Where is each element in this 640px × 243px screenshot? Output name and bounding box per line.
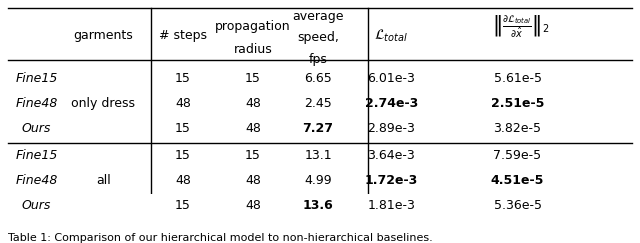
Text: 48: 48: [245, 199, 261, 212]
Text: 15: 15: [245, 149, 261, 162]
Text: 48: 48: [245, 97, 261, 110]
Text: 7.59e-5: 7.59e-5: [493, 149, 541, 162]
Text: 48: 48: [245, 174, 261, 187]
Text: 15: 15: [175, 72, 191, 85]
Text: speed,: speed,: [297, 31, 339, 44]
Text: Fine48: Fine48: [15, 97, 58, 110]
Text: 15: 15: [175, 199, 191, 212]
Text: average: average: [292, 10, 344, 23]
Text: 5.61e-5: 5.61e-5: [493, 72, 541, 85]
Text: 48: 48: [245, 122, 261, 135]
Text: 13.1: 13.1: [304, 149, 332, 162]
Text: 1.81e-3: 1.81e-3: [367, 199, 415, 212]
Text: Fine48: Fine48: [15, 174, 58, 187]
Text: Fine15: Fine15: [15, 149, 58, 162]
Text: 13.6: 13.6: [303, 199, 333, 212]
Text: 15: 15: [175, 149, 191, 162]
Text: all: all: [96, 174, 111, 187]
Text: 2.45: 2.45: [304, 97, 332, 110]
Text: Table 1: Comparison of our hierarchical model to non-hierarchical baselines.: Table 1: Comparison of our hierarchical …: [8, 233, 433, 243]
Text: 3.82e-5: 3.82e-5: [493, 122, 541, 135]
Text: $\mathcal{L}_{total}$: $\mathcal{L}_{total}$: [374, 28, 408, 44]
Text: 2.89e-3: 2.89e-3: [367, 122, 415, 135]
Text: 6.01e-3: 6.01e-3: [367, 72, 415, 85]
Text: 7.27: 7.27: [303, 122, 333, 135]
Text: Fine15: Fine15: [15, 72, 58, 85]
Text: radius: radius: [234, 43, 273, 56]
Text: 5.36e-5: 5.36e-5: [493, 199, 541, 212]
Text: # steps: # steps: [159, 29, 207, 43]
Text: Ours: Ours: [22, 199, 51, 212]
Text: propagation: propagation: [215, 20, 291, 33]
Text: 3.64e-3: 3.64e-3: [367, 149, 415, 162]
Text: $\left\|\frac{\partial \mathcal{L}_{total}}{\partial \hat{x}}\right\|_2$: $\left\|\frac{\partial \mathcal{L}_{tota…: [492, 13, 549, 40]
Text: 2.51e-5: 2.51e-5: [491, 97, 544, 110]
Text: only dress: only dress: [71, 97, 135, 110]
Text: fps: fps: [308, 52, 328, 66]
Text: 6.65: 6.65: [304, 72, 332, 85]
Text: 48: 48: [175, 174, 191, 187]
Text: 48: 48: [175, 97, 191, 110]
Text: 4.99: 4.99: [304, 174, 332, 187]
Text: Ours: Ours: [22, 122, 51, 135]
Text: 4.51e-5: 4.51e-5: [491, 174, 544, 187]
Text: 15: 15: [245, 72, 261, 85]
Text: 15: 15: [175, 122, 191, 135]
Text: garments: garments: [74, 29, 133, 43]
Text: 1.72e-3: 1.72e-3: [365, 174, 418, 187]
Text: 2.74e-3: 2.74e-3: [365, 97, 418, 110]
